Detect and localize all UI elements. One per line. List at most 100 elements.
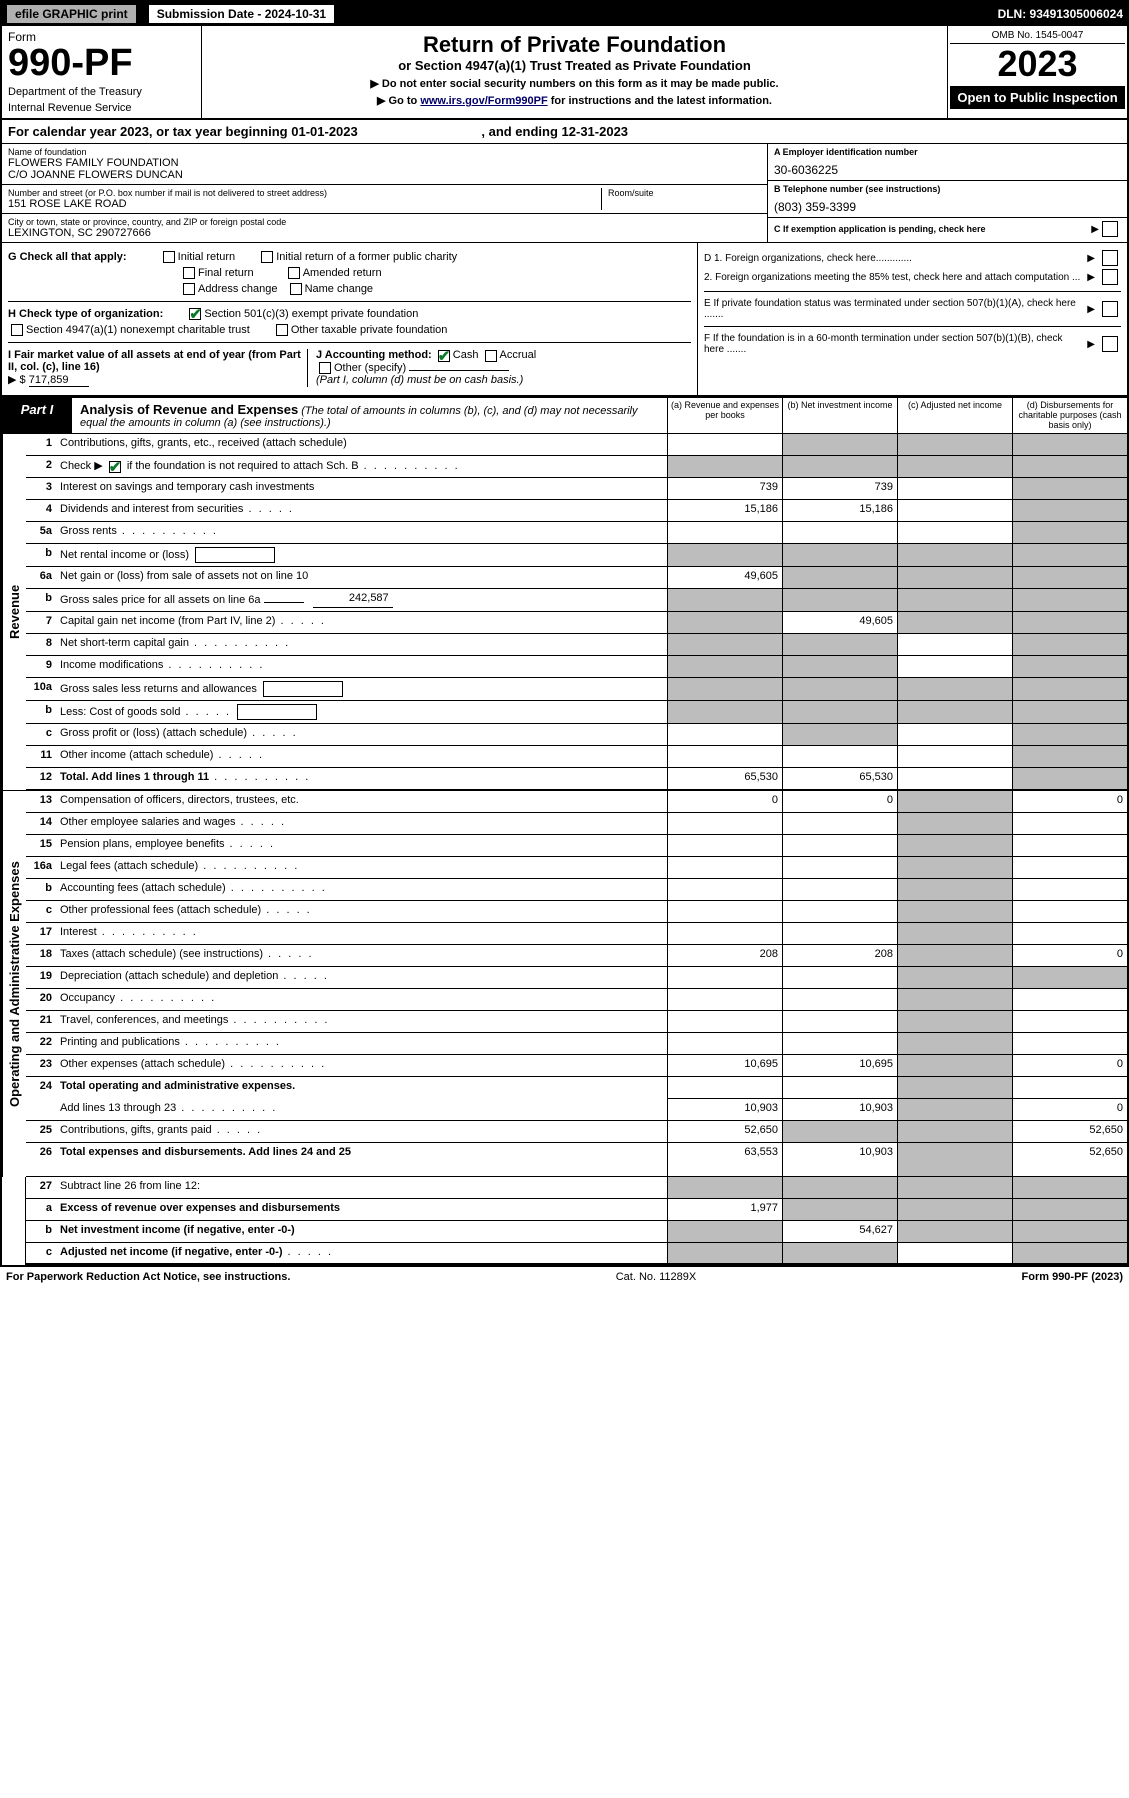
line-5a-desc: Gross rents [58, 522, 667, 543]
line-17-desc: Interest [58, 923, 667, 944]
goto-note: ▶ Go to www.irs.gov/Form990PF for instru… [212, 94, 937, 107]
name-change-checkbox[interactable] [290, 283, 302, 295]
part1-title-cell: Analysis of Revenue and Expenses (The to… [72, 398, 667, 433]
line-12-b: 65,530 [782, 768, 897, 789]
form-title-block: Return of Private Foundation or Section … [202, 26, 947, 118]
part1-header: Part I Analysis of Revenue and Expenses … [2, 396, 1127, 433]
e-checkbox[interactable] [1102, 301, 1118, 317]
goto-post: for instructions and the latest informat… [548, 95, 772, 107]
exemption-label: C If exemption application is pending, c… [774, 224, 1091, 234]
paperwork-notice: For Paperwork Reduction Act Notice, see … [6, 1271, 290, 1283]
line-24-a: 10,903 [667, 1099, 782, 1120]
final-return-label: Final return [198, 267, 254, 279]
ein-row: A Employer identification number 30-6036… [768, 144, 1127, 181]
line-15-desc: Pension plans, employee benefits [58, 835, 667, 856]
line-18-a: 208 [667, 945, 782, 966]
cash-basis-note: (Part I, column (d) must be on cash basi… [316, 374, 523, 386]
form-page: efile GRAPHIC print Submission Date - 20… [0, 0, 1129, 1267]
line-23-b: 10,695 [782, 1055, 897, 1076]
501c3-checkbox[interactable] [189, 308, 201, 320]
i-label: I Fair market value of all assets at end… [8, 349, 301, 373]
col-a-header: (a) Revenue and expenses per books [667, 398, 782, 433]
other-method-checkbox[interactable] [319, 362, 331, 374]
omb-number: OMB No. 1545-0047 [950, 28, 1125, 44]
exemption-checkbox[interactable] [1102, 221, 1118, 237]
line-10b-box[interactable] [237, 704, 317, 720]
line-22-desc: Printing and publications [58, 1033, 667, 1054]
initial-return-checkbox[interactable] [163, 251, 175, 263]
e-label: E If private foundation status was termi… [704, 298, 1083, 320]
expenses-side-label: Operating and Administrative Expenses [2, 791, 26, 1177]
line-26-desc: Total expenses and disbursements. Add li… [58, 1143, 667, 1176]
submission-date: Submission Date - 2024-10-31 [149, 5, 334, 23]
initial-charity-checkbox[interactable] [261, 251, 273, 263]
irs-label: Internal Revenue Service [8, 102, 195, 114]
line-16c-desc: Other professional fees (attach schedule… [58, 901, 667, 922]
exemption-pending-row: C If exemption application is pending, c… [768, 218, 1127, 240]
line-1-desc: Contributions, gifts, grants, etc., rece… [58, 434, 667, 455]
line-21-desc: Travel, conferences, and meetings [58, 1011, 667, 1032]
calyear-mid: , and ending [481, 124, 561, 139]
f-checkbox[interactable] [1102, 336, 1118, 352]
line-19-desc: Depreciation (attach schedule) and deple… [58, 967, 667, 988]
line-13-d: 0 [1012, 791, 1127, 812]
other-taxable-label: Other taxable private foundation [291, 324, 448, 336]
goto-pre: ▶ Go to [377, 95, 420, 107]
line-27a-a: 1,977 [667, 1199, 782, 1220]
phone-label: B Telephone number (see instructions) [774, 184, 1121, 194]
other-taxable-checkbox[interactable] [276, 324, 288, 336]
entity-block: Name of foundation FLOWERS FAMILY FOUNDA… [2, 144, 1127, 243]
col-b-header: (b) Net investment income [782, 398, 897, 433]
cash-checkbox[interactable] [438, 350, 450, 362]
amended-return-checkbox[interactable] [288, 267, 300, 279]
line-6a-a: 49,605 [667, 567, 782, 588]
final-return-checkbox[interactable] [183, 267, 195, 279]
city-state-zip: LEXINGTON, SC 290727666 [8, 227, 761, 239]
line-10a-box[interactable] [263, 681, 343, 697]
d2-checkbox[interactable] [1102, 269, 1118, 285]
col-c-header: (c) Adjusted net income [897, 398, 1012, 433]
line-26-a: 63,553 [667, 1143, 782, 1176]
part1-label: Part I [2, 398, 72, 433]
line-18-d: 0 [1012, 945, 1127, 966]
f-label: F If the foundation is in a 60-month ter… [704, 333, 1083, 355]
accrual-label: Accrual [500, 349, 537, 361]
foundation-name: FLOWERS FAMILY FOUNDATION [8, 157, 761, 169]
line-12-desc: Total. Add lines 1 through 11 [58, 768, 667, 789]
line-3-a: 739 [667, 478, 782, 499]
revenue-section: Revenue 1Contributions, gifts, grants, e… [2, 433, 1127, 790]
line-16a-desc: Legal fees (attach schedule) [58, 857, 667, 878]
line-27b-b: 54,627 [782, 1221, 897, 1242]
accrual-checkbox[interactable] [485, 350, 497, 362]
form-number: 990-PF [8, 44, 195, 82]
year-begin: 01-01-2023 [291, 124, 358, 139]
4947-checkbox[interactable] [11, 324, 23, 336]
line-13-b: 0 [782, 791, 897, 812]
line-26-d: 52,650 [1012, 1143, 1127, 1176]
address-change-checkbox[interactable] [183, 283, 195, 295]
form990pf-link[interactable]: www.irs.gov/Form990PF [420, 95, 547, 107]
line-23-d: 0 [1012, 1055, 1127, 1076]
foundation-care-of: C/O JOANNE FLOWERS DUNCAN [8, 169, 761, 181]
line-6b-value: 242,587 [313, 592, 393, 608]
line-5b-desc: Net rental income or (loss) [58, 544, 667, 566]
d1-label: D 1. Foreign organizations, check here..… [704, 253, 1083, 264]
line-5b-box[interactable] [195, 547, 275, 563]
d1-checkbox[interactable] [1102, 250, 1118, 266]
line-13-desc: Compensation of officers, directors, tru… [58, 791, 667, 812]
other-specify-field[interactable] [409, 370, 509, 371]
line-6b-desc: Gross sales price for all assets on line… [58, 589, 667, 611]
street-address: 151 ROSE LAKE ROAD [8, 198, 601, 210]
address-label: Number and street (or P.O. box number if… [8, 188, 601, 198]
arrow-icon: ▶ [1087, 339, 1095, 350]
schb-checkbox[interactable] [109, 461, 121, 473]
ghij-block: G Check all that apply: Initial return I… [2, 243, 1127, 396]
form-ref: Form 990-PF (2023) [1022, 1271, 1123, 1283]
line-27a-desc: Excess of revenue over expenses and disb… [58, 1199, 667, 1220]
arrow-icon: ▶ [1091, 224, 1099, 235]
arrow-icon: ▶ [1087, 253, 1095, 264]
year-end: 12-31-2023 [562, 124, 629, 139]
efile-print-button[interactable]: efile GRAPHIC print [6, 4, 137, 24]
initial-return-label: Initial return [178, 251, 235, 263]
line-10a-desc: Gross sales less returns and allowances [58, 678, 667, 700]
